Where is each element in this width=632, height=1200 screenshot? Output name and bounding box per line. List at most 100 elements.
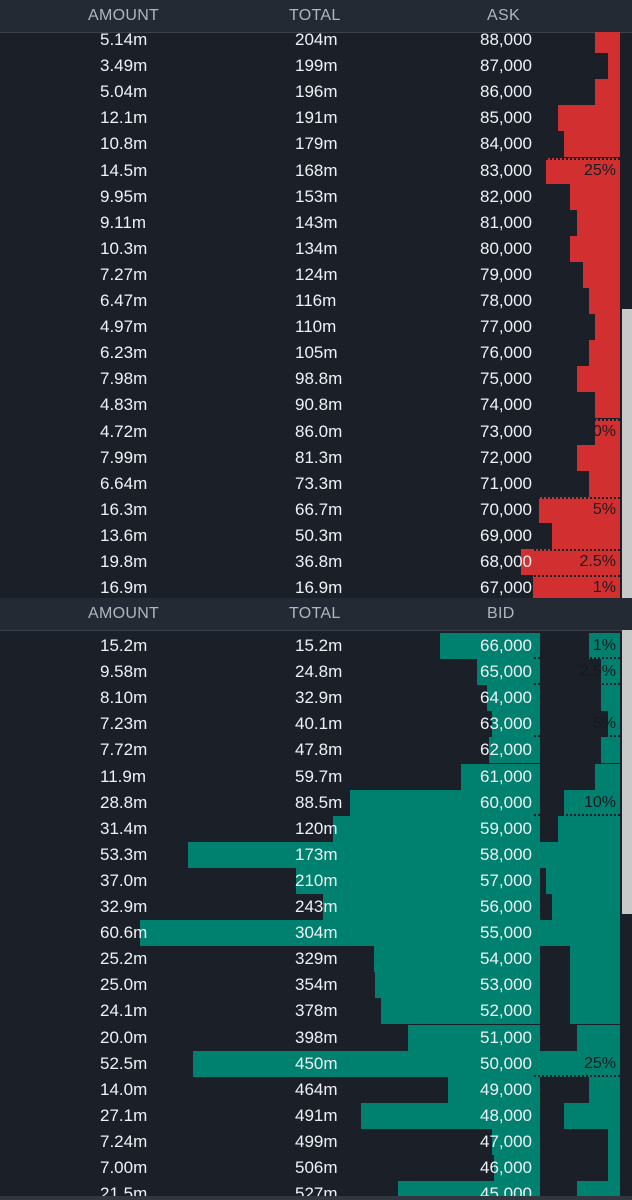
ask-row[interactable]: 5.04m 196m 86,000 — [0, 79, 620, 106]
ask-row[interactable]: 6.23m 105m 76,000 — [0, 340, 620, 367]
ask-price-cell: 83,000 — [480, 160, 532, 180]
bid-row[interactable]: 21.5m 527m 45,000 — [0, 1181, 620, 1196]
bid-row[interactable]: 27.1m 491m 48,000 — [0, 1102, 620, 1129]
ask-row[interactable]: 7.27m 124m 79,000 — [0, 261, 620, 288]
ask-depth-bar — [570, 183, 620, 210]
ask-row[interactable]: 12.1m 191m 85,000 — [0, 105, 620, 132]
ask-price-cell: 69,000 — [480, 525, 532, 545]
bid-row[interactable]: 53.3m 173m 58,000 — [0, 841, 620, 868]
bid-price-cell: 49,000 — [480, 1079, 532, 1099]
bid-amount-bar — [477, 659, 540, 686]
ask-row[interactable]: 16.3m 66.7m 70,000 5% — [0, 496, 620, 523]
bid-row[interactable]: 11.9m 59.7m 61,000 — [0, 763, 620, 790]
ask-amount-cell: 6.64m — [100, 473, 148, 493]
bid-price-cell: 65,000 — [480, 662, 532, 682]
bid-amount-cell: 28.8m — [100, 792, 148, 812]
ask-amount-cell: 4.83m — [100, 395, 148, 415]
ask-total-cell: 179m — [295, 134, 338, 154]
ask-price-cell: 74,000 — [480, 395, 532, 415]
ask-row[interactable]: 6.47m 116m 78,000 — [0, 288, 620, 314]
ask-depth-bar — [552, 522, 620, 549]
ask-total-cell: 86.0m — [295, 421, 343, 441]
bid-row[interactable]: 15.2m 15.2m 66,000 1% — [0, 633, 620, 659]
bid-total-cell: 40.1m — [295, 714, 343, 734]
ask-price-cell: 85,000 — [480, 108, 532, 128]
bid-row[interactable]: 60.6m 304m 55,000 — [0, 920, 620, 947]
bid-amount-cell: 15.2m — [100, 636, 148, 655]
bid-row[interactable]: 8.10m 32.9m 64,000 — [0, 685, 620, 712]
bid-price-cell: 62,000 — [480, 740, 532, 760]
bid-row[interactable]: 7.24m 499m 47,000 — [0, 1128, 620, 1155]
bid-row[interactable]: 32.9m 243m 56,000 — [0, 894, 620, 920]
ask-total-cell: 134m — [295, 238, 338, 258]
bid-total-cell: 450m — [295, 1053, 338, 1073]
ask-price-column-header: ASK — [487, 7, 520, 24]
ask-row[interactable]: 13.6m 50.3m 69,000 — [0, 522, 620, 549]
bid-price-cell: 57,000 — [480, 870, 532, 890]
ask-price-cell: 71,000 — [480, 473, 532, 493]
ask-row[interactable]: 4.97m 110m 77,000 — [0, 314, 620, 341]
bid-row[interactable]: 9.58m 24.8m 65,000 2.5% — [0, 659, 620, 686]
bid-row[interactable]: 25.0m 354m 53,000 — [0, 972, 620, 999]
bid-row[interactable]: 20.0m 398m 51,000 — [0, 1024, 620, 1051]
bid-row[interactable]: 28.8m 88.5m 60,000 10% — [0, 789, 620, 816]
ask-depth-bar — [595, 392, 620, 419]
scrollbar-thumb-lower[interactable] — [622, 630, 632, 914]
ask-row[interactable]: 7.98m 98.8m 75,000 — [0, 366, 620, 393]
ask-order-book[interactable]: 5.14m 204m 88,000 3.49m 199m 87,000 5.04m 196m 8… — [0, 32, 632, 598]
bid-depth-bar — [589, 633, 620, 659]
bid-row[interactable]: 7.23m 40.1m 63,000 5% — [0, 711, 620, 738]
ask-total-cell: 168m — [295, 160, 338, 180]
bid-row[interactable]: 24.1m 378m 52,000 — [0, 998, 620, 1025]
ask-row[interactable]: 4.83m 90.8m 74,000 — [0, 392, 620, 419]
ask-row[interactable]: 5.14m 204m 88,000 — [0, 32, 620, 53]
bid-price-cell: 59,000 — [480, 818, 532, 838]
ask-depth-bar — [577, 444, 620, 471]
ask-depth-bar — [595, 32, 620, 53]
bid-row[interactable]: 14.0m 464m 49,000 — [0, 1076, 620, 1103]
bid-amount-bar — [489, 737, 540, 764]
ask-price-cell: 68,000 — [480, 552, 532, 571]
bid-amount-cell: 7.00m — [100, 1158, 148, 1177]
bid-amount-bar — [398, 1181, 540, 1196]
bid-row[interactable]: 7.72m 47.8m 62,000 — [0, 737, 620, 764]
ask-row[interactable]: 6.64m 73.3m 71,000 — [0, 470, 620, 497]
bid-amount-cell: 60.6m — [100, 923, 148, 943]
ask-row[interactable]: 3.49m 199m 87,000 — [0, 53, 620, 80]
bid-row[interactable]: 25.2m 329m 54,000 — [0, 946, 620, 973]
ask-depth-bar — [589, 288, 620, 314]
ask-row[interactable]: 10.3m 134m 80,000 — [0, 235, 620, 262]
bid-order-book[interactable]: 15.2m 15.2m 66,000 1% 9.58m 24.8m 65,000 2.5% 8.… — [0, 631, 632, 1196]
ask-price-cell: 87,000 — [480, 56, 532, 76]
ask-row[interactable]: 4.72m 86.0m 73,000 0% — [0, 418, 620, 445]
ask-depth-bar — [558, 105, 620, 132]
ask-total-cell: 124m — [295, 264, 338, 284]
ask-row[interactable]: 10.8m 179m 84,000 — [0, 131, 620, 158]
ask-row[interactable]: 14.5m 168m 83,000 25% — [0, 157, 620, 184]
bid-total-cell: 499m — [295, 1131, 338, 1151]
bid-price-cell: 61,000 — [480, 766, 532, 786]
bid-depth-bar — [546, 867, 620, 894]
bid-amount-cell: 52.5m — [100, 1053, 148, 1073]
ask-row[interactable]: 9.95m 153m 82,000 — [0, 183, 620, 210]
bid-price-cell: 53,000 — [480, 975, 532, 995]
ask-row[interactable]: 19.8m 36.8m 68,000 2.5% — [0, 549, 620, 575]
bid-percent-marker: 5% — [592, 715, 616, 733]
scrollbar-thumb[interactable] — [622, 309, 632, 598]
bid-row[interactable]: 52.5m 450m 50,000 25% — [0, 1050, 620, 1077]
bid-row[interactable]: 37.0m 210m 57,000 — [0, 867, 620, 894]
ask-percent-marker: 5% — [592, 500, 616, 518]
bid-amount-bar — [193, 1050, 540, 1077]
bid-total-cell: 506m — [295, 1158, 338, 1177]
bid-row[interactable]: 7.00m 506m 46,000 — [0, 1155, 620, 1181]
bid-depth-bar — [570, 946, 620, 973]
bid-row[interactable]: 31.4m 120m 59,000 — [0, 815, 620, 842]
ask-row[interactable]: 9.11m 143m 81,000 — [0, 209, 620, 236]
bid-amount-bar — [296, 867, 540, 894]
ask-row[interactable]: 7.99m 81.3m 72,000 — [0, 444, 620, 471]
ask-price-cell: 70,000 — [480, 499, 532, 519]
ask-row[interactable]: 16.9m 16.9m 67,000 1% — [0, 575, 620, 598]
bid-amount-bar — [492, 711, 540, 738]
bid-amount-bar — [188, 841, 540, 868]
bid-depth-bar — [608, 1128, 620, 1155]
